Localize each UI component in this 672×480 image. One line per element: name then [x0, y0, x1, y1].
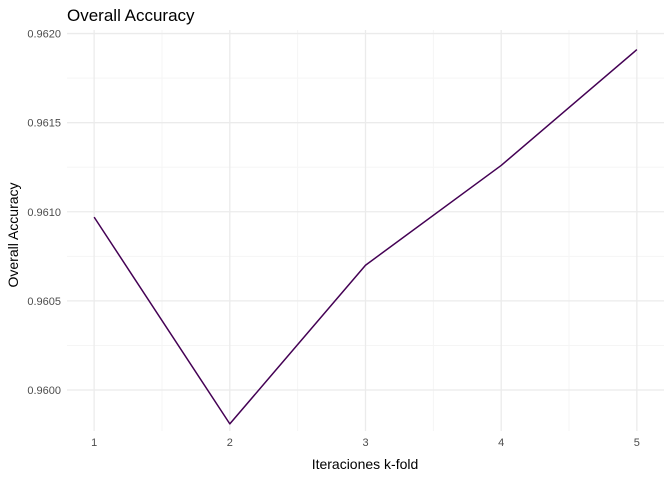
- y-tick-label: 0.9610: [27, 207, 61, 219]
- y-tick-label: 0.9615: [27, 118, 61, 130]
- x-axis-label: Iteraciones k-fold: [312, 456, 419, 472]
- x-tick-label: 3: [362, 437, 368, 449]
- y-tick-label: 0.9605: [27, 296, 61, 308]
- x-tick-labels: 1 2 3 4 5: [91, 437, 640, 449]
- series-layer: [93, 49, 638, 425]
- y-axis-label: Overall Accuracy: [5, 182, 21, 287]
- y-tick-label: 0.9620: [27, 29, 61, 41]
- y-tick-labels: 0.9600 0.9605 0.9610 0.9615 0.9620: [27, 29, 61, 397]
- x-tick-label: 4: [498, 437, 504, 449]
- x-tick-label: 5: [634, 437, 640, 449]
- chart-title: Overall Accuracy: [67, 6, 195, 25]
- y-tick-label: 0.9600: [27, 385, 61, 397]
- x-tick-label: 2: [227, 437, 233, 449]
- grid-major-lines: [67, 30, 664, 431]
- x-tick-label: 1: [91, 437, 97, 449]
